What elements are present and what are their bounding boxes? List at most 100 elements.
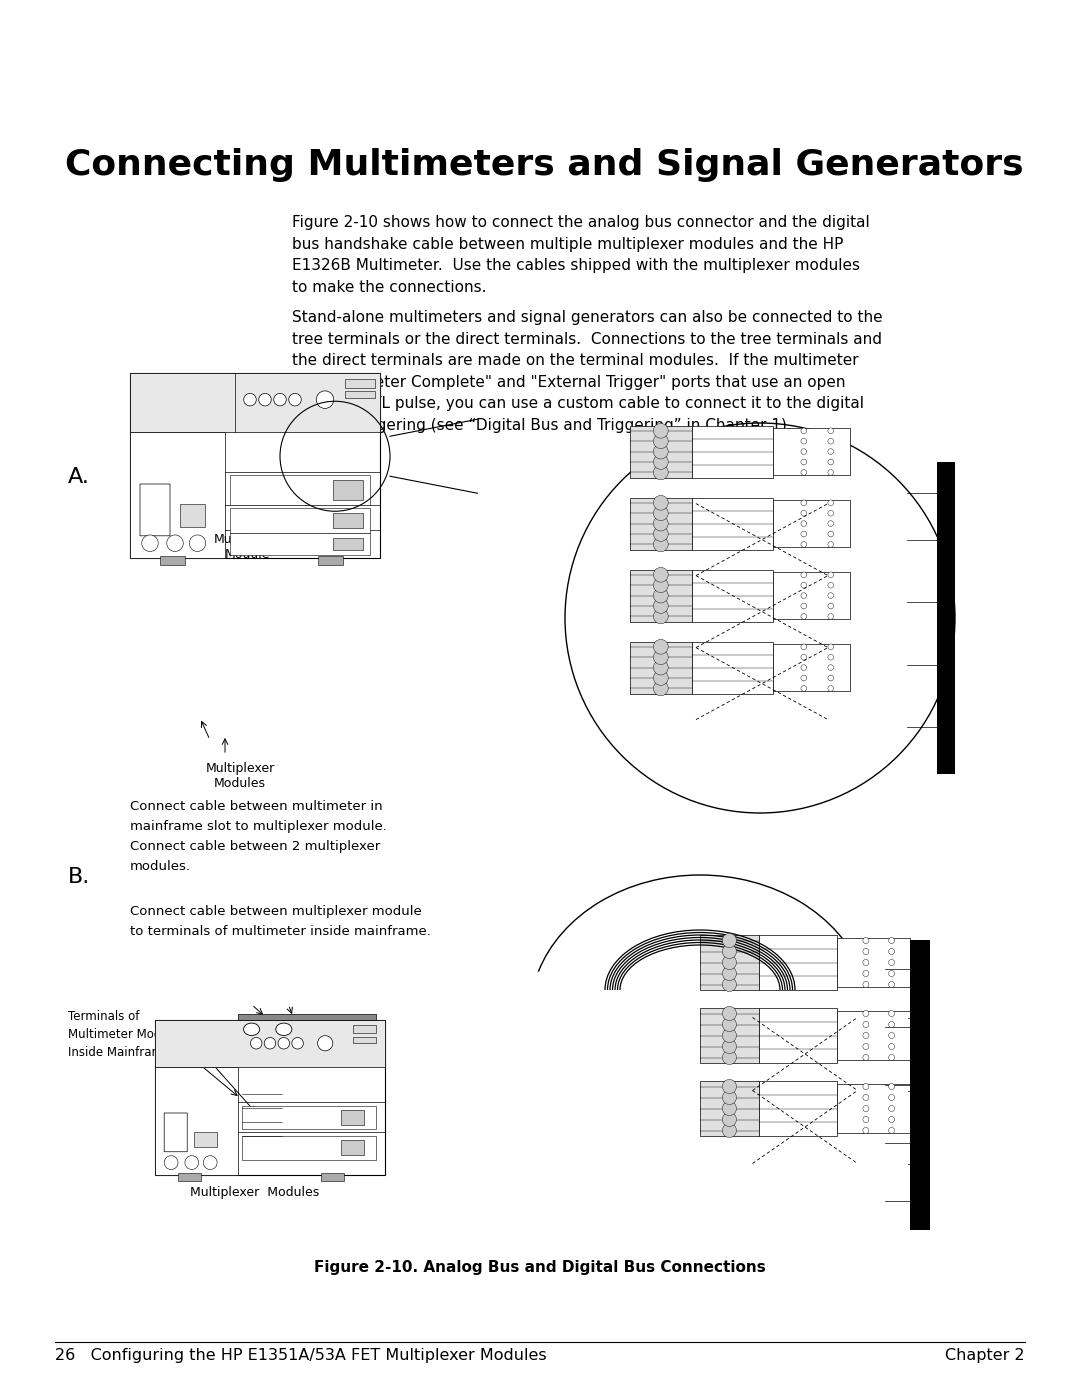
Bar bbox=[759, 1009, 837, 1063]
Circle shape bbox=[863, 1127, 869, 1133]
Text: Figure 2-10. Analog Bus and Digital Bus Connections: Figure 2-10. Analog Bus and Digital Bus … bbox=[314, 1260, 766, 1275]
Bar bbox=[130, 432, 225, 557]
Circle shape bbox=[259, 394, 271, 407]
Circle shape bbox=[278, 1038, 289, 1049]
Circle shape bbox=[801, 542, 807, 548]
Circle shape bbox=[723, 967, 737, 981]
Circle shape bbox=[653, 578, 669, 592]
Circle shape bbox=[801, 448, 807, 454]
Circle shape bbox=[863, 1084, 869, 1090]
Circle shape bbox=[863, 1032, 869, 1038]
Text: Chapter 2: Chapter 2 bbox=[945, 1348, 1025, 1363]
Circle shape bbox=[828, 542, 834, 548]
Circle shape bbox=[801, 583, 807, 588]
Circle shape bbox=[863, 971, 869, 977]
Bar bbox=[630, 426, 691, 478]
Text: Multiplexer
Modules: Multiplexer Modules bbox=[205, 761, 274, 789]
Circle shape bbox=[801, 675, 807, 680]
Circle shape bbox=[185, 1155, 199, 1169]
Circle shape bbox=[723, 1006, 737, 1021]
Circle shape bbox=[828, 469, 834, 475]
Circle shape bbox=[292, 1038, 303, 1049]
Circle shape bbox=[723, 1017, 737, 1031]
Circle shape bbox=[889, 949, 894, 954]
Circle shape bbox=[863, 982, 869, 988]
Circle shape bbox=[889, 1055, 894, 1060]
Bar bbox=[630, 641, 691, 693]
Bar bbox=[178, 1173, 201, 1182]
Text: Connect cable between multiplexer module
to terminals of multimeter inside mainf: Connect cable between multiplexer module… bbox=[130, 905, 431, 937]
Circle shape bbox=[801, 521, 807, 527]
Circle shape bbox=[723, 1080, 737, 1094]
Circle shape bbox=[288, 394, 301, 407]
Circle shape bbox=[828, 439, 834, 444]
Circle shape bbox=[863, 1010, 869, 1017]
Bar bbox=[837, 1084, 910, 1133]
Circle shape bbox=[828, 644, 834, 650]
Circle shape bbox=[653, 517, 669, 531]
Circle shape bbox=[653, 650, 669, 665]
Circle shape bbox=[273, 394, 286, 407]
Circle shape bbox=[889, 1010, 894, 1017]
Bar bbox=[318, 556, 342, 566]
Circle shape bbox=[164, 1155, 178, 1169]
Text: Connect cable between multimeter in
mainframe slot to multiplexer module.
Connec: Connect cable between multimeter in main… bbox=[130, 800, 387, 873]
Bar bbox=[230, 475, 370, 506]
Bar bbox=[230, 507, 370, 532]
Circle shape bbox=[653, 527, 669, 542]
Bar bbox=[759, 1081, 837, 1136]
Circle shape bbox=[801, 460, 807, 465]
Circle shape bbox=[801, 510, 807, 515]
Circle shape bbox=[863, 1116, 869, 1123]
Bar bbox=[194, 1132, 217, 1147]
Bar bbox=[353, 1024, 376, 1032]
Bar bbox=[341, 1140, 364, 1155]
Bar bbox=[160, 556, 185, 566]
Circle shape bbox=[166, 535, 184, 552]
Circle shape bbox=[653, 661, 669, 675]
Circle shape bbox=[889, 982, 894, 988]
Bar bbox=[691, 497, 773, 549]
Circle shape bbox=[653, 680, 669, 696]
Bar bbox=[700, 1081, 759, 1136]
Bar bbox=[691, 641, 773, 693]
Circle shape bbox=[801, 500, 807, 506]
Circle shape bbox=[863, 937, 869, 943]
Text: Multiplexer  Modules: Multiplexer Modules bbox=[190, 1186, 320, 1199]
Bar bbox=[937, 462, 955, 774]
Text: Multimeter
Module: Multimeter Module bbox=[214, 534, 282, 562]
Circle shape bbox=[863, 1105, 869, 1112]
Circle shape bbox=[828, 654, 834, 659]
Circle shape bbox=[723, 1051, 737, 1065]
Circle shape bbox=[723, 1091, 737, 1105]
Circle shape bbox=[828, 460, 834, 465]
Bar bbox=[837, 937, 910, 988]
Bar bbox=[242, 1136, 376, 1160]
Bar bbox=[242, 1105, 376, 1129]
Text: Stand-alone multimeters and signal generators can also be connected to the
tree : Stand-alone multimeters and signal gener… bbox=[292, 310, 882, 433]
Circle shape bbox=[723, 1039, 737, 1053]
Circle shape bbox=[723, 944, 737, 958]
Circle shape bbox=[653, 640, 669, 654]
Circle shape bbox=[863, 1055, 869, 1060]
Circle shape bbox=[316, 391, 334, 408]
Bar bbox=[180, 504, 205, 527]
Ellipse shape bbox=[565, 423, 955, 813]
Circle shape bbox=[653, 423, 669, 439]
Bar bbox=[773, 429, 850, 475]
Circle shape bbox=[801, 613, 807, 619]
Circle shape bbox=[244, 394, 256, 407]
Circle shape bbox=[889, 1127, 894, 1133]
Bar bbox=[130, 373, 380, 432]
Text: B.: B. bbox=[68, 868, 91, 887]
Circle shape bbox=[251, 1038, 262, 1049]
Bar bbox=[773, 573, 850, 619]
Circle shape bbox=[889, 960, 894, 965]
Circle shape bbox=[801, 644, 807, 650]
Circle shape bbox=[863, 960, 869, 965]
Circle shape bbox=[723, 1101, 737, 1116]
Circle shape bbox=[828, 686, 834, 692]
Text: 26   Configuring the HP E1351A/53A FET Multiplexer Modules: 26 Configuring the HP E1351A/53A FET Mul… bbox=[55, 1348, 546, 1363]
Circle shape bbox=[828, 510, 834, 515]
Circle shape bbox=[863, 1044, 869, 1049]
